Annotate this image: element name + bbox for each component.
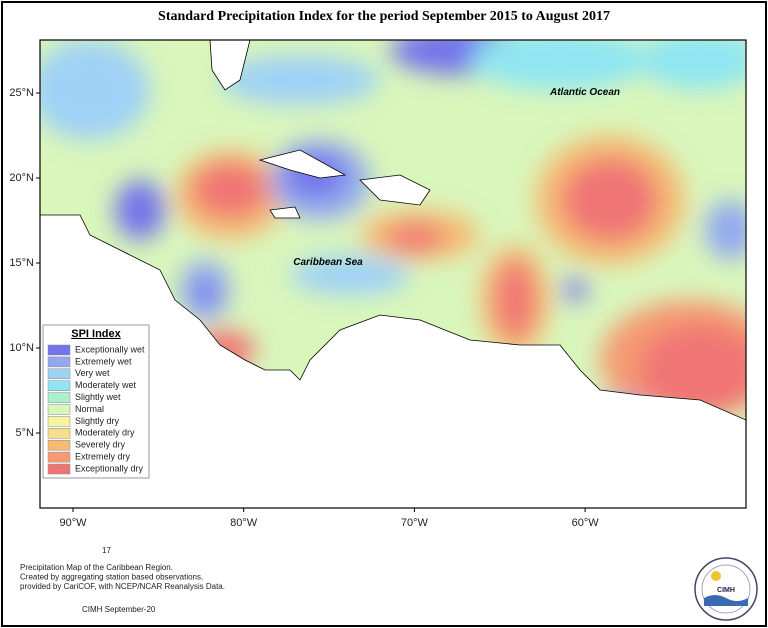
footer-date: CIMH September-20 xyxy=(82,605,156,614)
lon-label: 70°W xyxy=(401,517,429,529)
legend-label: Slightly dry xyxy=(75,416,120,426)
legend: SPI Index Exceptionally wet Extremely wet… xyxy=(42,324,150,479)
legend-label: Very wet xyxy=(75,368,110,378)
legend-label: Exceptionally dry xyxy=(75,463,144,473)
lon-label: 80°W xyxy=(230,517,258,529)
legend-title: SPI Index xyxy=(71,328,121,340)
map: Atlantic Ocean Caribbean Sea xyxy=(40,40,746,508)
legend-swatch xyxy=(47,463,71,475)
graticule-labels: 25°N 20°N 15°N 10°N 5°N 90°W 80°W 70°W 60°W xyxy=(9,87,599,529)
footer-line: Created by aggregating station based obs… xyxy=(20,573,203,582)
legend-swatch xyxy=(47,344,71,356)
footer-line: provided by CariCOF, with NCEP/NCAR Rean… xyxy=(20,582,225,591)
sea-label: Caribbean Sea xyxy=(293,257,363,268)
lat-label: 20°N xyxy=(9,172,34,184)
legend-swatch xyxy=(47,428,71,439)
legend-label: Extremely dry xyxy=(75,451,131,461)
map-frame xyxy=(39,39,747,509)
lat-label: 10°N xyxy=(9,342,34,354)
lat-label: 5°N xyxy=(16,427,35,439)
title: Standard Precipitation Index for the per… xyxy=(158,9,610,24)
legend-swatch xyxy=(47,451,71,463)
land xyxy=(40,40,746,508)
lon-label: 60°W xyxy=(572,517,600,529)
legend-label: Moderately wet xyxy=(75,380,137,390)
logo-text: CIMH xyxy=(717,587,735,594)
legend-swatch xyxy=(47,439,71,451)
logo: CIMH xyxy=(694,557,758,621)
legend-swatch xyxy=(47,404,71,415)
legend-swatch xyxy=(47,392,71,403)
legend-label: Normal xyxy=(75,404,104,414)
legend-label: Exceptionally wet xyxy=(75,344,145,354)
lon-label: 90°W xyxy=(59,517,87,529)
footer-line: Precipitation Map of the Caribbean Regio… xyxy=(20,563,173,572)
legend-label: Severely dry xyxy=(75,440,126,450)
footer: Precipitation Map of the Caribbean Regio… xyxy=(20,563,225,591)
lat-label: 25°N xyxy=(9,87,34,99)
ocean-label: Atlantic Ocean xyxy=(549,87,620,98)
legend-swatch xyxy=(47,368,71,380)
legend-swatch xyxy=(47,356,71,368)
lat-label: 15°N xyxy=(9,257,34,269)
legend-label: Moderately dry xyxy=(75,428,135,438)
legend-swatch xyxy=(47,416,71,427)
legend-swatch xyxy=(47,380,71,391)
legend-label: Extremely wet xyxy=(75,356,132,366)
page-number: 17 xyxy=(102,546,111,555)
legend-label: Slightly wet xyxy=(75,392,121,402)
